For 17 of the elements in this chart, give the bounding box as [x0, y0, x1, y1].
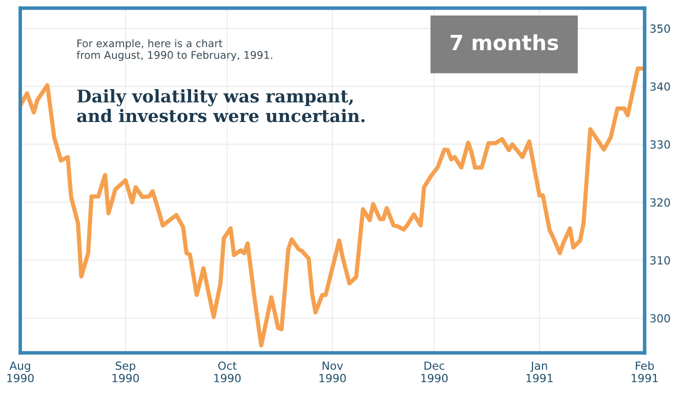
x-tick-label: Sep 1990: [112, 361, 139, 382]
y-tick-label: 310: [650, 256, 670, 265]
x-tick-label: Oct 1990: [214, 361, 241, 382]
x-tick-label: Nov 1990: [320, 362, 346, 382]
y-tick-label: 330: [650, 140, 670, 149]
y-tick-label: 340: [650, 82, 670, 91]
annotation: For example, here is a chart from August, 1990 to February, 1991.: [76, 39, 272, 61]
x-tick-label: Feb 1991: [632, 361, 658, 382]
line-series: [20, 66, 644, 348]
y-tick-label: 350: [650, 24, 670, 33]
y-tick-label: 320: [650, 198, 670, 207]
x-tick-label: Aug 1990: [7, 362, 34, 382]
x-tick-label: Jan 1991: [526, 362, 553, 382]
annotation: 7 months: [450, 34, 558, 50]
annotation: Daily volatility was rampant, and investors were uncertain.: [77, 89, 365, 122]
y-tick-label: 300: [650, 314, 670, 323]
x-tick-label: Dec 1990: [421, 362, 448, 382]
